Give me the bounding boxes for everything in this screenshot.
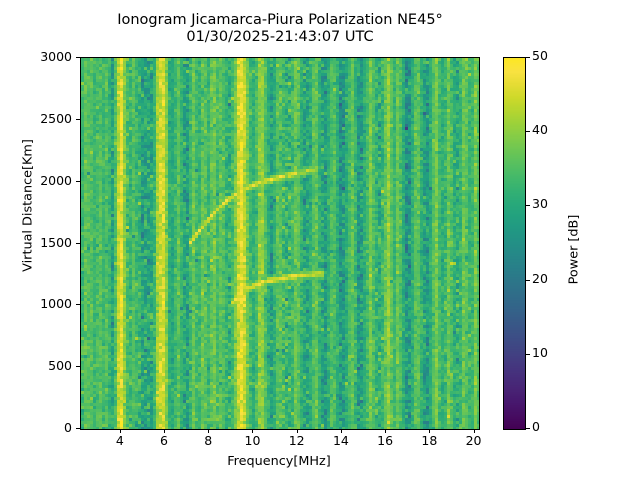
x-tick-mark [208, 429, 210, 433]
y-tick-mark [76, 428, 80, 429]
ionogram-plot-area [80, 57, 480, 430]
colorbar-label: Power [dB] [566, 214, 582, 285]
y-tick-mark [76, 118, 80, 120]
x-tick-label: 6 [160, 433, 168, 448]
colorbar-tick-mark [526, 131, 530, 133]
x-tick-label: 18 [421, 433, 438, 448]
title-line-2: 01/30/2025-21:43:07 UTC [186, 29, 374, 45]
colorbar-gradient [504, 58, 525, 429]
colorbar-tick-label: 10 [532, 344, 548, 360]
y-tick-label: 1500 [40, 234, 72, 250]
x-axis-label: Frequency[MHz] [227, 454, 331, 469]
colorbar-tick-label: 20 [532, 270, 548, 286]
y-tick-mark [76, 242, 80, 244]
colorbar-tick-label: 0 [532, 419, 540, 434]
y-tick-label: 2500 [40, 110, 72, 126]
colorbar-tick-mark [526, 205, 530, 207]
colorbar-tick-mark [526, 279, 530, 281]
y-tick-label: 3000 [40, 49, 72, 64]
title-line-1: Ionogram Jicamarca-Piura Polarization NE… [117, 12, 443, 28]
x-tick-mark [340, 429, 342, 433]
x-tick-label: 8 [204, 433, 213, 448]
x-tick-label: 10 [244, 433, 261, 448]
colorbar-tick-label: 50 [532, 48, 548, 63]
y-tick-label: 0 [64, 420, 72, 435]
x-tick-mark [385, 429, 387, 433]
x-tick-mark [164, 429, 166, 433]
colorbar-tick-mark [526, 57, 530, 58]
x-tick-label: 12 [288, 433, 305, 448]
y-tick-label: 2000 [40, 172, 72, 188]
colorbar-tick-label: 30 [532, 196, 548, 212]
colorbar-tick-mark [526, 428, 530, 429]
x-tick-mark [252, 429, 254, 433]
y-tick-mark [76, 57, 80, 58]
ionogram-heatmap-canvas [81, 58, 479, 429]
y-tick-mark [76, 304, 80, 306]
y-tick-mark [76, 180, 80, 182]
x-tick-label: 4 [115, 433, 124, 448]
page-title: Ionogram Jicamarca-Piura Polarization NE… [0, 12, 560, 46]
y-tick-mark [76, 366, 80, 368]
x-tick-label: 14 [332, 433, 349, 448]
x-tick-mark [296, 429, 298, 433]
colorbar-tick-mark [526, 353, 530, 355]
x-tick-label: 16 [377, 433, 394, 448]
x-tick-mark [429, 429, 431, 433]
colorbar [503, 57, 526, 430]
colorbar-tick-label: 40 [532, 122, 548, 138]
x-tick-mark [473, 429, 475, 433]
y-tick-label: 1000 [40, 296, 72, 312]
x-tick-label: 20 [465, 433, 482, 448]
x-tick-mark [119, 429, 121, 433]
y-tick-label: 500 [48, 358, 72, 374]
